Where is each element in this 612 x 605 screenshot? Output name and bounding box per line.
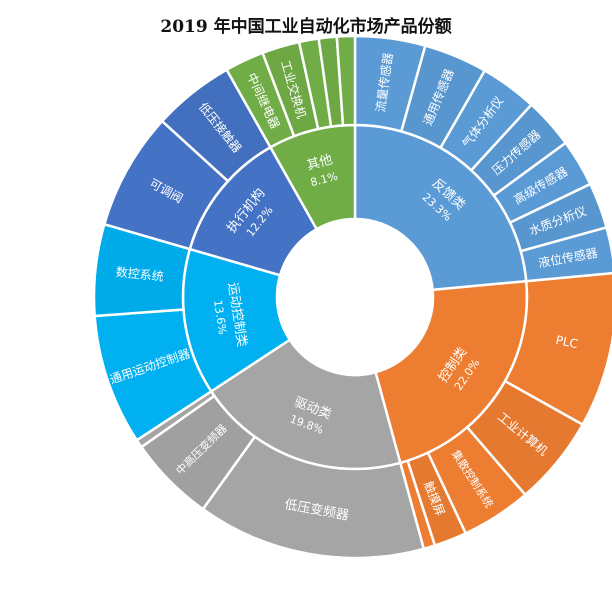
outer-label-3-1: 数控系统 [115, 264, 164, 284]
chart-title: 2019 年中国工业自动化市场产品份额 [160, 17, 452, 37]
outer-segment-5-4 [335, 34, 357, 127]
outer-label-1-0: PLC [554, 333, 579, 351]
inner-label-5: 其他 [305, 152, 334, 173]
inner-value-3: 13.6% [211, 299, 229, 335]
outer-ring [92, 34, 612, 560]
